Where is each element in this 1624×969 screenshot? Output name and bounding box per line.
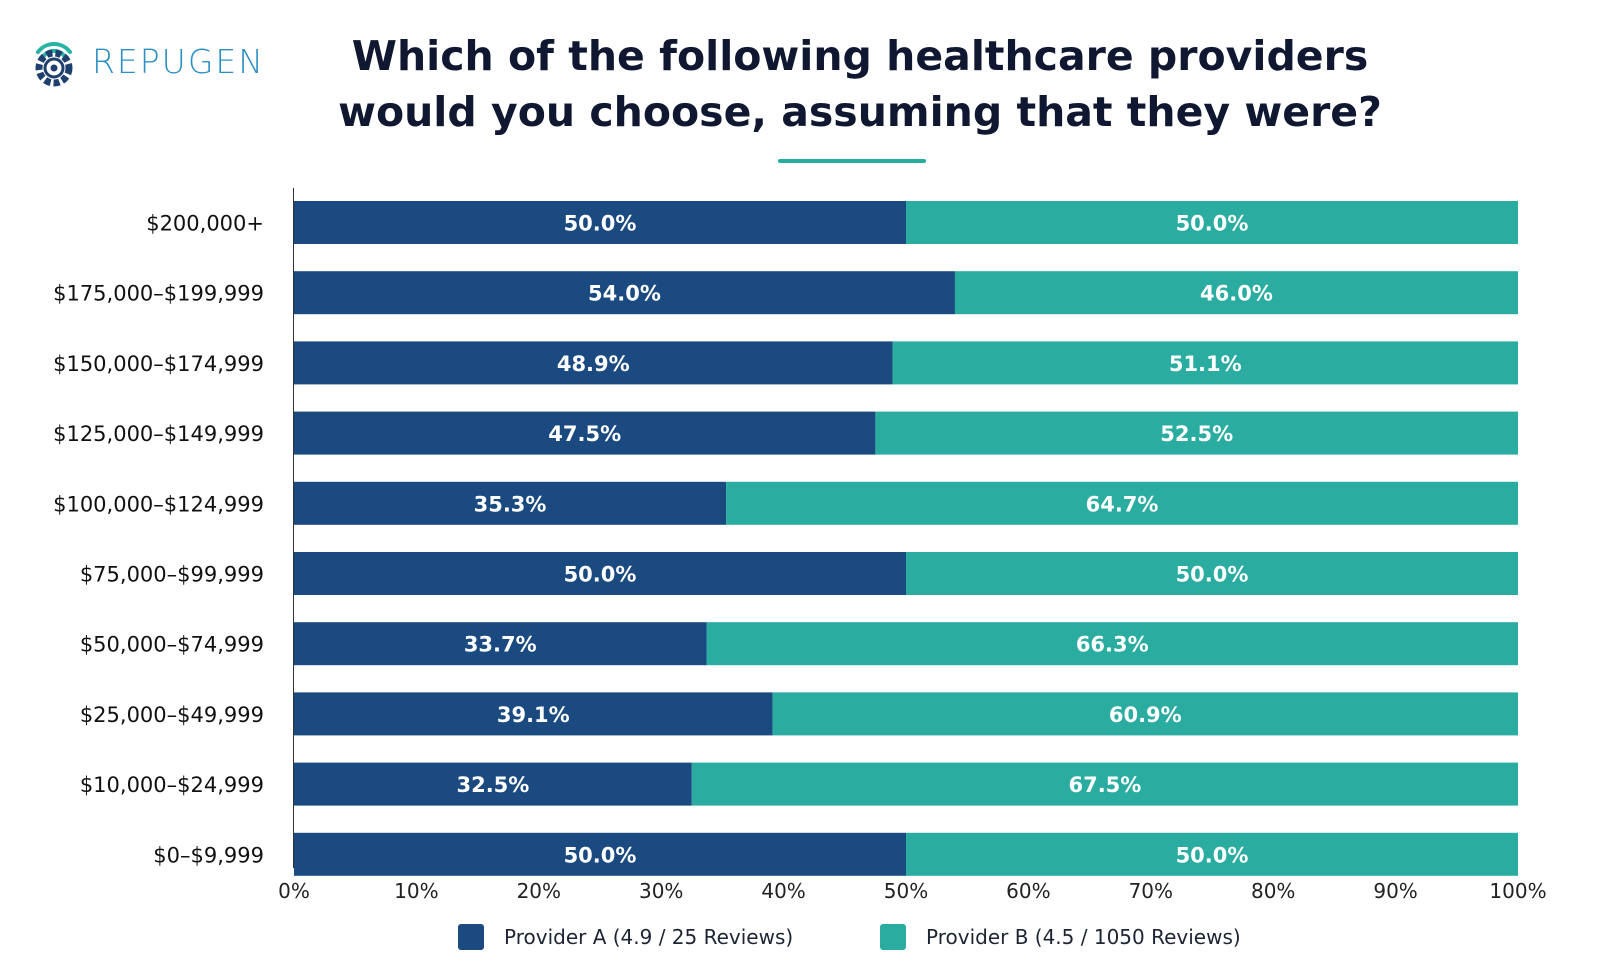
bar-provider-b [906, 201, 1518, 244]
data-label-provider-b: 67.5% [1068, 773, 1141, 797]
bar-provider-a [294, 762, 692, 806]
data-label-provider-b: 50.0% [1176, 843, 1249, 867]
legend-swatch-provider-b [880, 924, 906, 950]
x-tick-label: 70% [1129, 879, 1173, 900]
bar-provider-a [294, 832, 906, 876]
chart-title: Which of the following healthcare provid… [338, 32, 1382, 136]
data-label-provider-a: 50.0% [564, 563, 637, 587]
category-label: $175,000–$199,999 [53, 282, 264, 306]
data-label-provider-b: 51.1% [1169, 352, 1242, 376]
repugen-gear-wifi-icon [35, 42, 73, 87]
bar-provider-a [294, 481, 727, 525]
data-label-provider-b: 64.7% [1086, 492, 1159, 516]
category-label: $200,000+ [146, 212, 264, 236]
data-label-provider-b: 60.9% [1109, 703, 1182, 727]
bar-provider-b [726, 481, 1518, 525]
x-tick-label: 100% [1489, 879, 1546, 900]
x-tick-label: 60% [1006, 879, 1050, 900]
legend-label-provider-a: Provider A (4.9 / 25 Reviews) [504, 925, 794, 949]
brand-name: REPUGEN [92, 41, 265, 81]
x-tick-label: 40% [761, 879, 805, 900]
data-label-provider-a: 54.0% [588, 282, 661, 306]
category-label: $75,000–$99,999 [80, 563, 264, 587]
data-label-provider-a: 47.5% [548, 422, 621, 446]
data-label-provider-b: 50.0% [1176, 563, 1249, 587]
repugen-logo: REPUGEN [26, 34, 265, 88]
legend-item-provider-b: Provider B (4.5 / 1050 Reviews) [880, 924, 1241, 950]
bar-provider-a [294, 622, 707, 666]
x-tick-label: 20% [517, 879, 561, 900]
x-tick-label: 10% [394, 879, 438, 900]
data-label-provider-a: 50.0% [564, 212, 637, 236]
bar-provider-b [892, 341, 1518, 385]
x-tick-label: 0% [278, 879, 310, 900]
x-tick-label: 90% [1373, 879, 1417, 900]
bar-provider-a [294, 201, 906, 244]
category-label: $0–$9,999 [153, 843, 264, 867]
legend-item-provider-a: Provider A (4.9 / 25 Reviews) [458, 924, 793, 950]
bar-provider-b [875, 411, 1518, 455]
category-label: $125,000–$149,999 [53, 422, 264, 446]
data-label-provider-a: 48.9% [557, 352, 630, 376]
data-label-provider-a: 39.1% [497, 703, 570, 727]
x-tick-label: 50% [884, 879, 928, 900]
title-divider [778, 159, 926, 163]
data-label-provider-b: 66.3% [1076, 633, 1149, 657]
data-label-provider-a: 50.0% [564, 843, 637, 867]
category-label: $100,000–$124,999 [53, 492, 264, 516]
bar-provider-b [906, 552, 1518, 595]
category-label: $50,000–$74,999 [80, 633, 264, 657]
bar-provider-b [954, 271, 1518, 315]
bar-provider-a [294, 271, 955, 315]
bar-provider-a [294, 552, 906, 595]
data-label-provider-a: 33.7% [464, 633, 537, 657]
bar-provider-b [906, 832, 1518, 876]
bar-provider-b [772, 692, 1518, 736]
category-label: $25,000–$49,999 [80, 703, 264, 727]
category-label: $150,000–$174,999 [53, 352, 264, 376]
legend-label-provider-b: Provider B (4.5 / 1050 Reviews) [926, 925, 1241, 949]
bar-provider-b [706, 622, 1518, 666]
x-tick-label: 80% [1251, 879, 1295, 900]
data-label-provider-b: 46.0% [1200, 282, 1273, 306]
data-label-provider-a: 32.5% [456, 773, 529, 797]
stacked-bar-chart: $200,000+ 50.0% 50.0% $175,000–$199,999 54.0… [53, 188, 1547, 900]
data-label-provider-a: 35.3% [474, 492, 547, 516]
legend-swatch-provider-a [458, 924, 484, 950]
bar-provider-a [294, 411, 876, 455]
bar-provider-b [691, 762, 1518, 806]
data-label-provider-b: 52.5% [1160, 422, 1233, 446]
data-label-provider-b: 50.0% [1176, 212, 1249, 236]
bar-provider-a [294, 692, 773, 736]
bar-provider-a [294, 341, 893, 385]
x-tick-label: 30% [639, 879, 683, 900]
category-label: $10,000–$24,999 [80, 773, 264, 797]
